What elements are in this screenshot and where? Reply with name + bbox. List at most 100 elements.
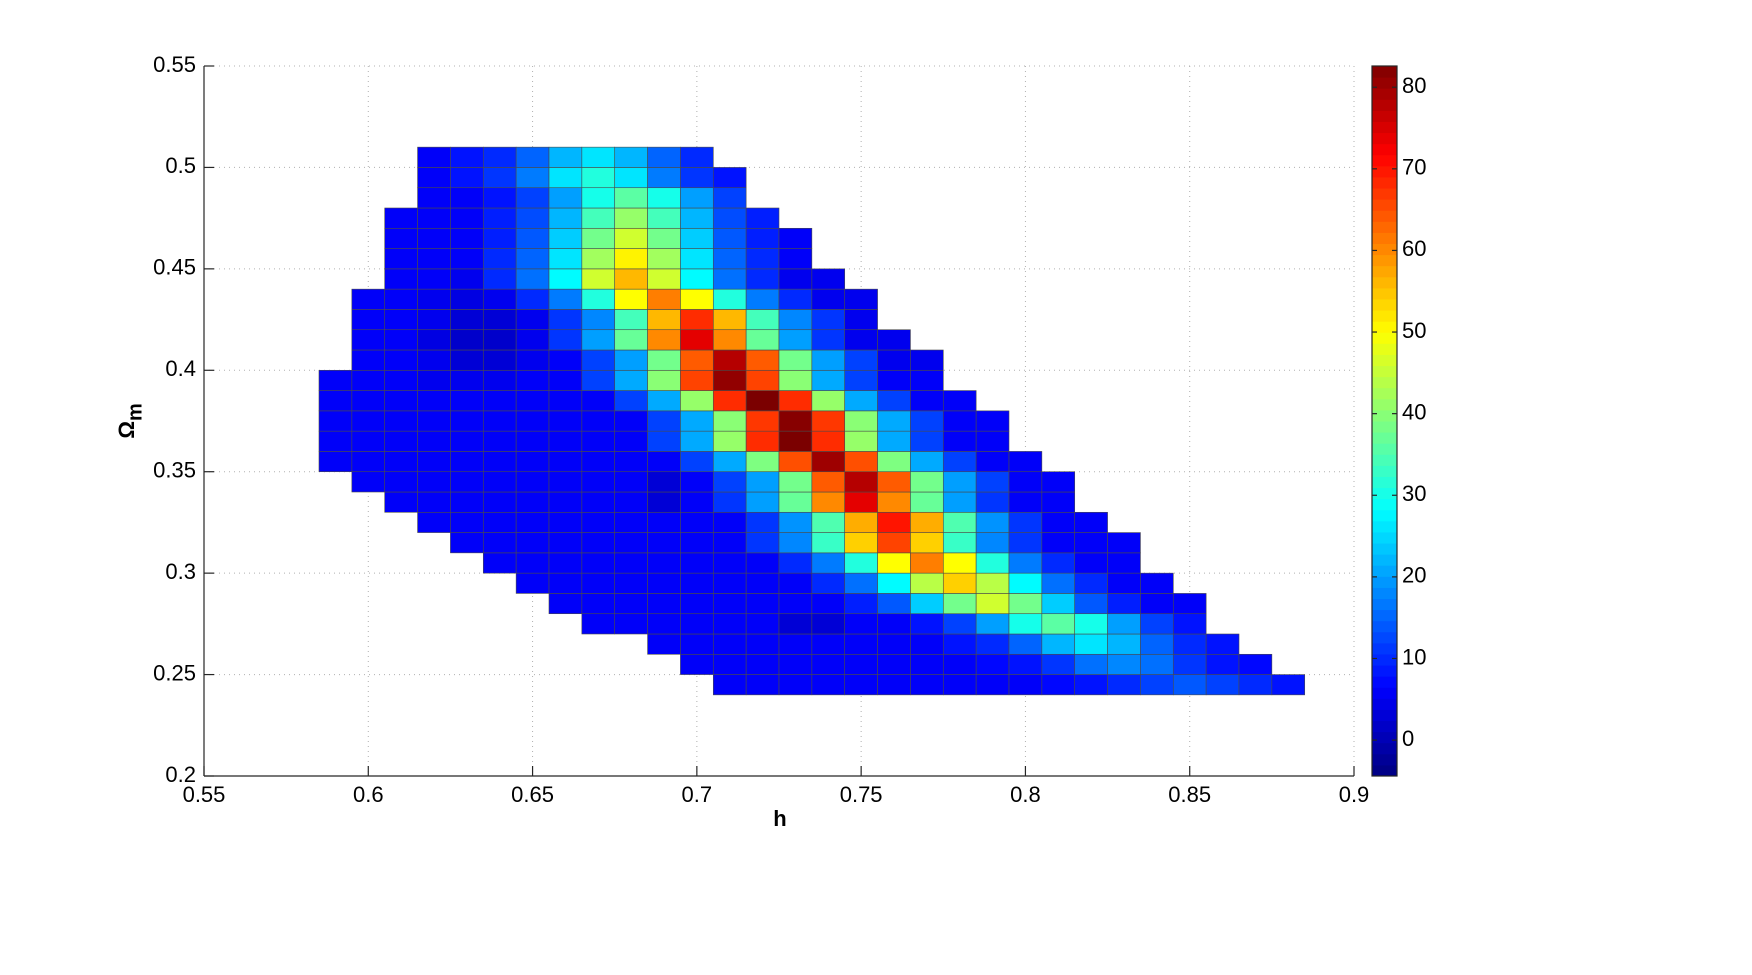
heatmap-cell <box>318 390 353 412</box>
heatmap-cell <box>548 532 583 554</box>
heatmap-cell <box>680 288 714 310</box>
heatmap-cell <box>745 552 780 574</box>
heatmap-cell <box>417 146 451 168</box>
colorbar-segment <box>1372 454 1397 466</box>
heatmap-cell <box>877 329 911 351</box>
heatmap-cell <box>877 390 911 412</box>
heatmap-cell <box>1041 552 1076 574</box>
heatmap-cell <box>877 613 911 635</box>
cell-layer <box>318 146 1306 696</box>
heatmap-cell <box>450 146 484 168</box>
heatmap-cell <box>417 349 451 371</box>
heatmap-cell <box>515 268 550 290</box>
heatmap-cell <box>417 471 451 493</box>
heatmap-cell <box>712 288 747 310</box>
heatmap-cell <box>942 633 977 655</box>
heatmap-cell <box>778 674 813 696</box>
heatmap-cell <box>647 613 681 635</box>
heatmap-cell <box>778 511 813 533</box>
heatmap-cell <box>910 410 944 432</box>
heatmap-cell <box>745 430 780 452</box>
heatmap-cell <box>614 511 648 533</box>
heatmap-cell <box>778 410 813 432</box>
heatmap-cell <box>877 369 911 391</box>
colorbar-segment <box>1372 443 1397 455</box>
heatmap-cell <box>844 572 878 594</box>
heatmap-cell <box>910 653 944 675</box>
heatmap-cell <box>515 248 550 270</box>
heatmap-cell <box>482 369 517 391</box>
colorbar-segment <box>1372 487 1397 500</box>
heatmap-cell <box>1172 593 1207 615</box>
heatmap-cell <box>877 593 911 615</box>
heatmap-cell <box>745 369 780 391</box>
heatmap-cell <box>548 552 583 574</box>
heatmap-cell <box>811 674 846 696</box>
colorbar-segment <box>1372 332 1397 344</box>
heatmap-cell <box>417 288 451 310</box>
heatmap-cell <box>712 593 747 615</box>
heatmap-cell <box>614 248 648 270</box>
heatmap-cell <box>778 369 813 391</box>
heatmap-cell <box>515 572 550 594</box>
heatmap-cell <box>975 471 1010 493</box>
heatmap-cell <box>811 572 846 594</box>
heatmap-cell <box>745 390 780 412</box>
heatmap-cell <box>450 430 484 452</box>
heatmap-cell <box>351 329 386 351</box>
colorbar-segment <box>1372 554 1397 566</box>
heatmap-cell <box>581 146 616 168</box>
heatmap-cell <box>910 511 944 533</box>
heatmap-cell <box>811 288 846 310</box>
heatmap-cell <box>581 593 616 615</box>
heatmap-cell <box>745 309 780 331</box>
heatmap-cell <box>942 572 977 594</box>
heatmap-cell <box>417 329 451 351</box>
heatmap-cell <box>942 552 977 574</box>
colorbar-segment <box>1372 432 1397 444</box>
colorbar-segment <box>1372 176 1397 189</box>
heatmap-cell <box>778 491 813 513</box>
heatmap-cell <box>680 471 714 493</box>
colorbar-tick-label: 50 <box>1402 318 1426 343</box>
heatmap-cell <box>680 187 714 209</box>
heatmap-cell <box>877 410 911 432</box>
heatmap-cell <box>680 572 714 594</box>
heatmap-cell <box>1107 532 1141 554</box>
heatmap-cell <box>1140 653 1174 675</box>
heatmap-cell <box>450 369 484 391</box>
heatmap-cell <box>712 187 747 209</box>
heatmap-cell <box>910 369 944 391</box>
heatmap-cell <box>975 491 1010 513</box>
heatmap-cell <box>778 248 813 270</box>
heatmap-cell <box>1008 451 1043 473</box>
heatmap-cell <box>778 613 813 635</box>
heatmap-cell <box>1074 593 1108 615</box>
heatmap-cell <box>482 451 517 473</box>
heatmap-cell <box>417 491 451 513</box>
heatmap-cell <box>614 329 648 351</box>
heatmap-cell <box>811 633 846 655</box>
heatmap-cell <box>548 207 583 229</box>
heatmap-cell <box>450 471 484 493</box>
heatmap-cell <box>844 451 878 473</box>
heatmap-cell <box>910 390 944 412</box>
colorbar-segment <box>1372 720 1397 733</box>
heatmap-cell <box>384 288 418 310</box>
heatmap-cell <box>1041 633 1076 655</box>
heatmap-cell <box>1008 633 1043 655</box>
colorbar-segment <box>1372 764 1397 777</box>
heatmap-cell <box>745 532 780 554</box>
heatmap-cell <box>680 410 714 432</box>
heatmap-cell <box>1107 593 1141 615</box>
heatmap-cell <box>1172 613 1207 635</box>
heatmap-cell <box>975 613 1010 635</box>
heatmap-cell <box>351 390 386 412</box>
heatmap-cell <box>877 451 911 473</box>
heatmap-cell <box>614 146 648 168</box>
colorbar-segment <box>1372 343 1397 355</box>
heatmap-cell <box>811 369 846 391</box>
heatmap-cell <box>942 511 977 533</box>
y-axis-label: Ω m <box>114 403 146 438</box>
heatmap-cell <box>1008 613 1043 635</box>
